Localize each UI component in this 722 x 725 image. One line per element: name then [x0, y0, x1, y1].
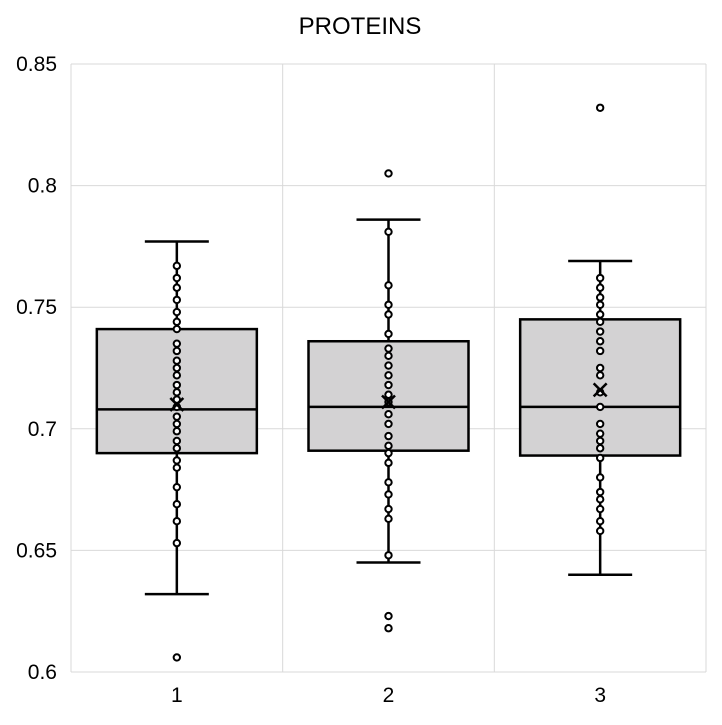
data-point [172, 427, 182, 436]
chart-title: PROTEINS [299, 13, 422, 40]
data-point [384, 310, 393, 319]
data-point [384, 441, 393, 451]
box-group-3 [518, 103, 682, 576]
data-point [384, 227, 393, 237]
data-point [172, 444, 182, 453]
data-point [595, 526, 605, 536]
data-point [172, 412, 182, 421]
data-point [172, 307, 182, 317]
data-point [384, 611, 393, 621]
mean-marker [381, 394, 396, 410]
data-point [384, 169, 393, 178]
data-point [595, 419, 605, 429]
data-point [384, 410, 393, 419]
data-point [172, 482, 182, 492]
data-point [595, 300, 605, 309]
data-point [384, 281, 393, 290]
data-point [172, 463, 182, 472]
data-point [384, 380, 393, 390]
box-group-1 [95, 240, 259, 662]
data-point [595, 363, 605, 373]
data-point [595, 371, 605, 380]
data-point [595, 495, 605, 504]
box-group-2 [307, 169, 470, 633]
data-point [595, 473, 605, 482]
data-point [384, 361, 393, 370]
data-point [384, 514, 393, 523]
data-point [595, 337, 605, 346]
data-point [595, 283, 605, 292]
data-point [172, 456, 182, 465]
data-point [595, 504, 605, 514]
data-point [172, 261, 182, 271]
mean-marker-stroke [592, 382, 608, 398]
data-point [595, 453, 605, 463]
data-point [595, 317, 605, 326]
data-point [384, 478, 393, 487]
data-point [595, 487, 605, 497]
data-point [595, 346, 605, 356]
data-point [172, 356, 182, 365]
data-point [595, 273, 605, 283]
data-point [384, 624, 393, 633]
data-point [595, 293, 605, 302]
y-tick-label: 0.8 [28, 175, 57, 198]
x-tick-label: 3 [594, 684, 606, 707]
mean-marker-stroke [169, 397, 185, 412]
y-tick-label: 0.7 [28, 418, 57, 441]
data-point [172, 371, 182, 380]
data-point [172, 295, 182, 305]
data-point [384, 458, 393, 468]
data-point [595, 327, 605, 336]
data-point [172, 317, 182, 326]
data-point [172, 339, 182, 348]
mean-marker [592, 382, 608, 398]
data-point [172, 419, 182, 429]
data-point [384, 390, 393, 399]
data-point [595, 444, 605, 453]
data-point [172, 324, 182, 334]
x-tick-label: 1 [171, 684, 183, 707]
data-point [172, 273, 182, 283]
data-point [384, 329, 393, 339]
data-point [595, 402, 605, 412]
data-point [384, 448, 393, 458]
y-tick-label: 0.75 [16, 296, 57, 319]
mean-marker-stroke [381, 394, 396, 410]
data-point [595, 310, 605, 319]
x-tick-label: 2 [383, 684, 395, 707]
data-point [595, 103, 605, 112]
data-point [384, 351, 393, 361]
data-point [595, 429, 605, 438]
data-point [172, 499, 182, 509]
data-point [384, 504, 393, 514]
data-point [384, 551, 393, 560]
axis-layer: 0.6 0.65 0.7 0.75 0.8 0.85 1 2 3 [16, 53, 606, 707]
data-point [172, 653, 182, 662]
data-point [595, 517, 605, 526]
data-point [595, 436, 605, 446]
y-tick-label: 0.65 [16, 539, 57, 562]
box-layer [95, 103, 682, 662]
data-point [384, 490, 393, 499]
data-point [172, 283, 182, 292]
data-point [172, 388, 182, 397]
data-point [172, 538, 182, 548]
y-tick-label: 0.6 [28, 661, 57, 684]
y-tick-label: 0.85 [16, 53, 57, 76]
data-point [384, 419, 393, 429]
data-point [172, 380, 182, 390]
data-point [384, 300, 393, 309]
mean-marker [169, 397, 185, 412]
data-point [384, 344, 393, 353]
data-point [172, 436, 182, 446]
data-point [172, 346, 182, 356]
data-point [172, 363, 182, 373]
data-point [384, 371, 393, 380]
data-point [172, 517, 182, 526]
data-point [384, 431, 393, 441]
